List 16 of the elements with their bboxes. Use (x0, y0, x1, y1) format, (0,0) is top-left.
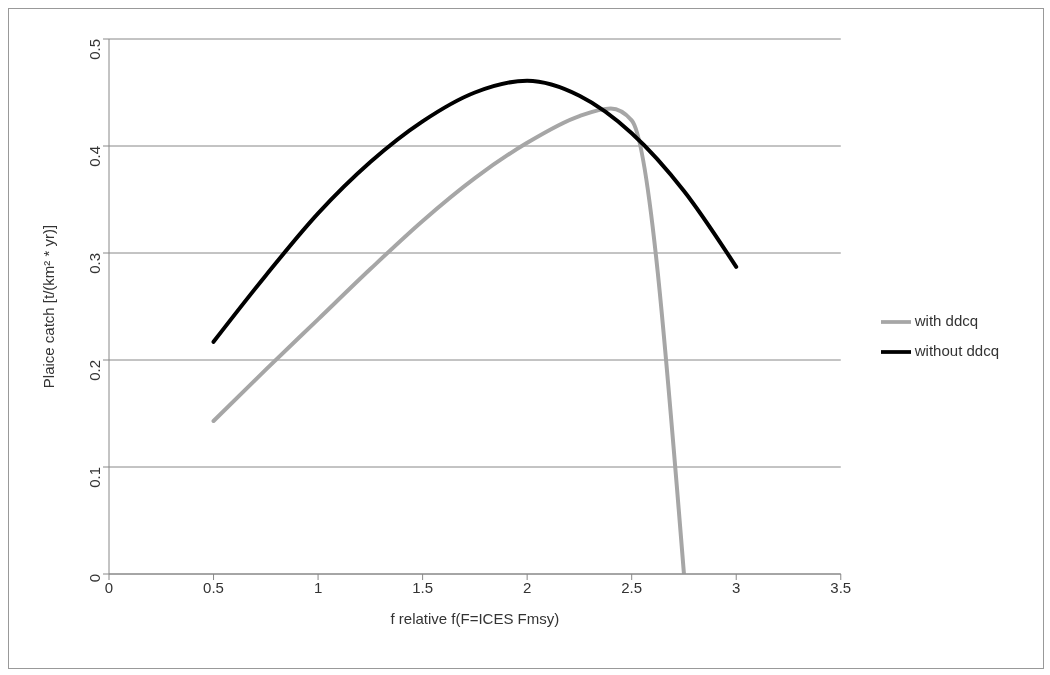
x-tick-label: 3 (732, 578, 741, 596)
y-tick-label: 0.1 (86, 467, 104, 488)
x-tick-label: 2.5 (621, 578, 643, 596)
x-tick-label: 3.5 (830, 578, 852, 596)
y-tick-label: 0.2 (86, 360, 104, 381)
legend-label: with ddcq (914, 311, 979, 329)
y-tick-label: 0.4 (86, 146, 104, 167)
x-tick-label: 2 (522, 578, 532, 596)
x-tick-label: 0.5 (203, 578, 224, 596)
y-tick-label: 0.5 (86, 39, 104, 60)
y-tick-label: 0.3 (86, 253, 104, 274)
x-tick-label: 1 (313, 578, 323, 596)
y-axis-title: Plaice catch [t/(km² * yr)] (40, 224, 58, 389)
x-axis-title: f relative f(F=ICES Fmsy) (390, 610, 560, 627)
legend-label: without ddcq (914, 341, 999, 359)
x-tick-label: 1.5 (412, 578, 434, 596)
